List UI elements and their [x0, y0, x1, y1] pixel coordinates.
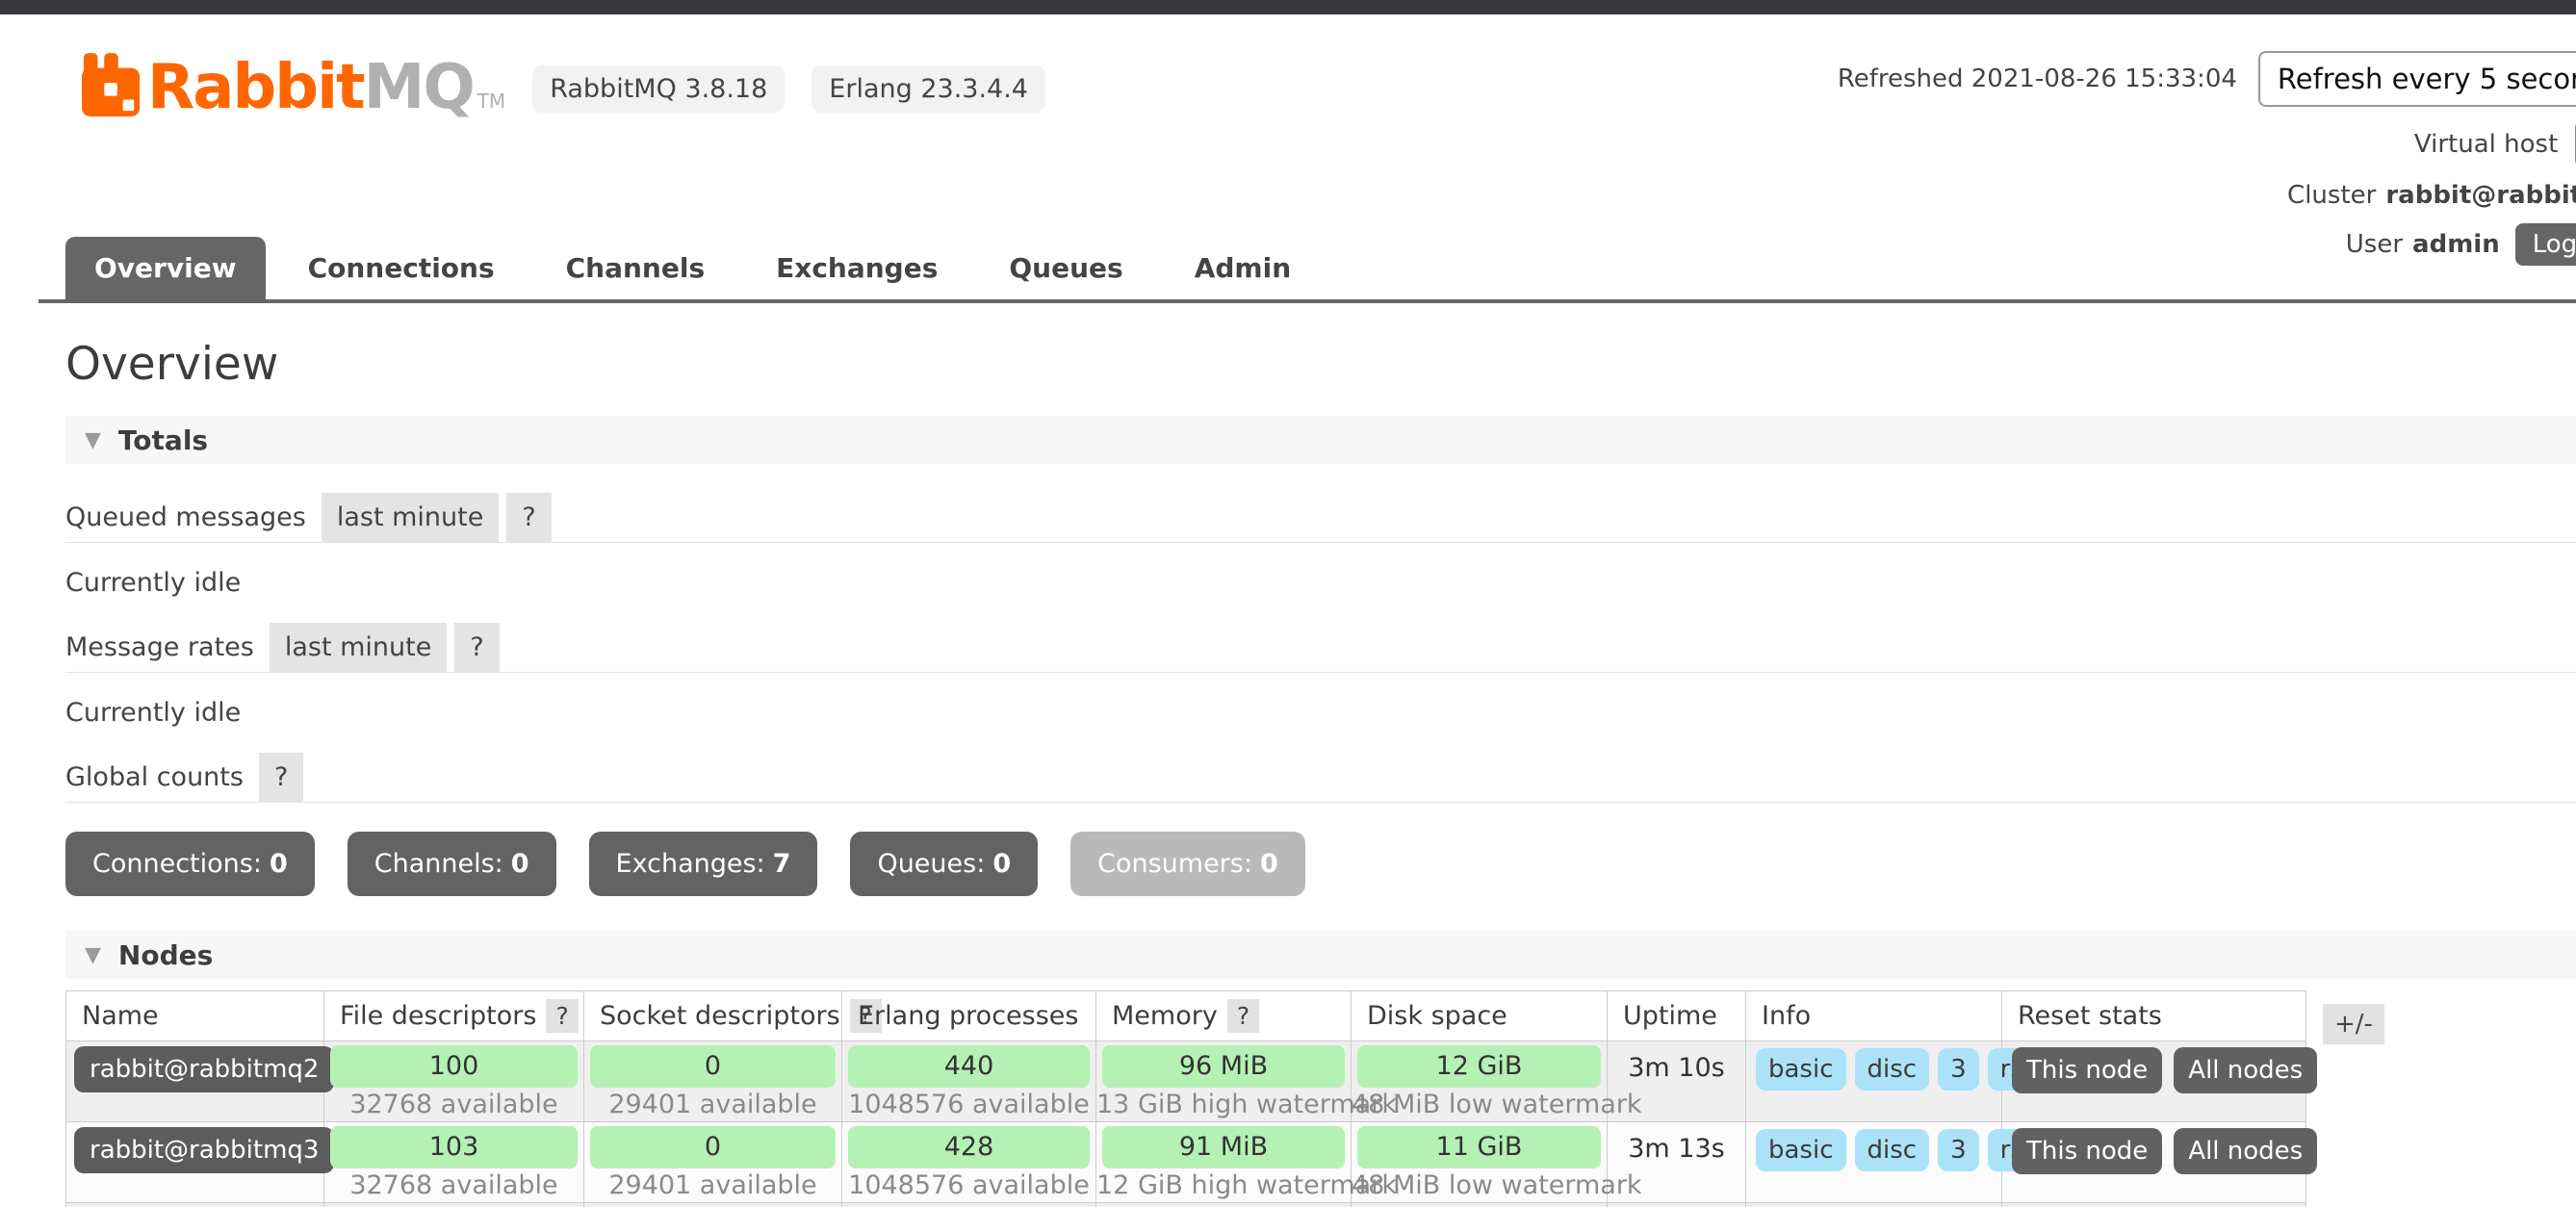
info-pill-3[interactable]: 3: [1938, 1129, 1979, 1171]
tab-admin[interactable]: Admin: [1194, 252, 1292, 284]
uptime-value: 3m 10s: [1607, 1040, 1746, 1122]
node-row-rabbitmq2: rabbit@rabbitmq2 100 32768 available 0 294…: [65, 1040, 2318, 1122]
tab-exchanges[interactable]: Exchanges: [776, 252, 939, 284]
message-rates-label: Message rates: [65, 632, 254, 662]
col-socket-descriptors: Socket descriptors?: [583, 990, 882, 1041]
connections-count-button[interactable]: Connections: 0: [65, 832, 315, 896]
col-uptime: Uptime: [1607, 990, 1746, 1041]
uptime-value: 6m 4s: [1607, 1202, 1746, 1207]
message-rates-row: Message rates last minute ?: [65, 623, 2576, 673]
col-name: Name: [65, 990, 324, 1041]
collapse-triangle-icon: ▼: [85, 427, 101, 452]
top-window-bar: [0, 0, 2576, 14]
global-counts-row: Global counts ?: [65, 753, 2576, 803]
node-name-pill[interactable]: rabbit@rabbitmq2: [74, 1046, 335, 1092]
fd-help-icon[interactable]: ?: [546, 999, 579, 1033]
queued-help-icon[interactable]: ?: [506, 493, 552, 542]
rabbitmq-logo-icon: [82, 53, 141, 116]
refresh-interval-select[interactable]: Refresh every 5 seconds: [2257, 51, 2576, 107]
global-counts-label: Global counts: [65, 762, 244, 792]
rates-idle-status: Currently idle: [65, 698, 242, 728]
consumers-count-button: Consumers: 0: [1070, 832, 1305, 896]
col-erlang-processes: Erlang processes: [841, 990, 1096, 1041]
queued-idle-status: Currently idle: [65, 568, 242, 598]
tab-queues[interactable]: Queues: [1009, 252, 1123, 284]
header-right: Refreshed 2021-08-26 15:33:04 Refresh ev…: [1584, 51, 2576, 279]
refreshed-timestamp: Refreshed 2021-08-26 15:33:04: [1837, 64, 2237, 93]
user-name: admin: [2412, 230, 2500, 259]
sd-meter: 0: [590, 1126, 836, 1168]
reset-all-nodes-button[interactable]: All nodes: [2174, 1047, 2318, 1093]
info-pill-3[interactable]: 3: [1938, 1048, 1979, 1091]
col-memory: Memory?: [1095, 990, 1352, 1041]
global-counts-help-icon[interactable]: ?: [258, 753, 304, 802]
col-info: Info: [1745, 990, 2002, 1041]
user-label: User: [2345, 230, 2404, 259]
node-row-rabbitmq3: rabbit@rabbitmq3 103 32768 available 0 294…: [65, 1121, 2318, 1203]
col-file-descriptors: File descriptors?: [323, 990, 584, 1041]
disk-meter: 12 GiB: [1357, 1045, 1601, 1088]
tab-connections[interactable]: Connections: [307, 252, 495, 284]
nodes-section-header[interactable]: ▼ Nodes: [65, 931, 2576, 979]
virtual-host-label: Virtual host: [2413, 129, 2559, 159]
tab-channels[interactable]: Channels: [565, 252, 706, 284]
nodes-table: Name File descriptors? Socket descriptor…: [65, 990, 2318, 1207]
nodes-table-wrap: Name File descriptors? Socket descriptor…: [65, 990, 2576, 1207]
cluster-name: rabbit@rabbitmq2: [2385, 181, 2576, 210]
cluster-label: Cluster: [2287, 181, 2377, 210]
disk-meter: 11 GiB: [1357, 1126, 1601, 1168]
reset-all-nodes-button[interactable]: All nodes: [2174, 1128, 2318, 1174]
main-tabbar: Overview Connections Channels Exchanges …: [39, 236, 2576, 303]
channels-count-button[interactable]: Channels: 0: [347, 832, 556, 896]
totals-section-title: Totals: [117, 424, 209, 456]
queued-rate-mode-tab[interactable]: last minute: [321, 493, 500, 542]
exchanges-count-button[interactable]: Exchanges: 7: [588, 832, 818, 896]
queues-count-button[interactable]: Queues: 0: [850, 832, 1039, 896]
col-reset-stats: Reset stats: [2001, 990, 2306, 1041]
totals-section-header[interactable]: ▼ Totals: [65, 416, 2576, 464]
info-pill-basic[interactable]: basic: [1756, 1048, 1846, 1091]
memory-meter: 91 MiB: [1102, 1126, 1345, 1168]
uptime-value: 3m 13s: [1607, 1121, 1746, 1203]
rates-rate-mode-tab[interactable]: last minute: [269, 623, 448, 672]
nodes-header-row: Name File descriptors? Socket descriptor…: [65, 990, 2306, 1041]
reset-this-node-button[interactable]: This node: [2012, 1047, 2163, 1093]
erlang-badge: Erlang 23.3.4.4: [811, 65, 1045, 113]
info-pill-basic[interactable]: basic: [1756, 1129, 1846, 1171]
node-name-pill[interactable]: rabbit@rabbitmq3: [74, 1127, 335, 1173]
header: Rabbit MQ TM RabbitMQ 3.8.18 Erlang 23.3.…: [0, 14, 2576, 266]
queued-messages-label: Queued messages: [65, 502, 306, 532]
memory-meter: 96 MiB: [1102, 1045, 1345, 1088]
fd-meter: 100: [330, 1045, 578, 1088]
memory-help-icon[interactable]: ?: [1226, 999, 1260, 1033]
info-pill-disc[interactable]: disc: [1854, 1048, 1930, 1091]
tab-overview[interactable]: Overview: [65, 237, 266, 299]
col-disk-space: Disk space: [1351, 990, 1608, 1041]
page-title: Overview: [65, 338, 279, 391]
logo-text-rabbit: Rabbit: [147, 52, 366, 123]
collapse-triangle-icon: ▼: [85, 942, 101, 967]
reset-this-node-button[interactable]: This node: [2012, 1128, 2163, 1174]
global-count-buttons: Connections: 0 Channels: 0 Exchanges: 7 Que…: [65, 832, 2576, 896]
sd-meter: 0: [590, 1045, 836, 1088]
rates-help-icon[interactable]: ?: [454, 623, 500, 672]
logout-button[interactable]: Log out: [2514, 223, 2576, 266]
logo[interactable]: Rabbit MQ TM RabbitMQ 3.8.18 Erlang 23.3.…: [82, 53, 1045, 118]
column-toggle-button[interactable]: +/-: [2323, 1004, 2384, 1044]
version-badge: RabbitMQ 3.8.18: [532, 65, 786, 113]
info-pill-disc[interactable]: disc: [1854, 1129, 1930, 1171]
nodes-section-title: Nodes: [117, 938, 214, 971]
queued-messages-row: Queued messages last minute ?: [65, 493, 2576, 543]
fd-meter: 103: [330, 1126, 578, 1168]
logo-text-mq: MQ: [363, 52, 476, 123]
proc-meter: 440: [848, 1045, 1090, 1088]
proc-meter: 428: [848, 1126, 1090, 1168]
logo-trademark: TM: [477, 90, 506, 113]
